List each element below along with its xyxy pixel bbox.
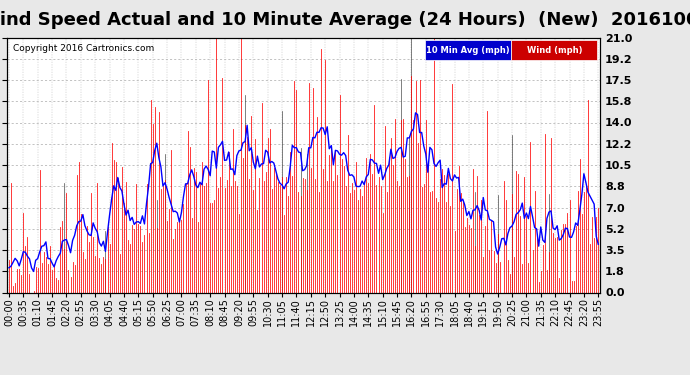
Text: Copyright 2016 Cartronics.com: Copyright 2016 Cartronics.com [13, 44, 154, 53]
FancyBboxPatch shape [511, 40, 598, 60]
FancyBboxPatch shape [425, 40, 511, 60]
Text: Wind Speed Actual and 10 Minute Average (24 Hours)  (New)  20161007: Wind Speed Actual and 10 Minute Average … [0, 11, 690, 29]
Text: Wind (mph): Wind (mph) [526, 46, 582, 55]
Text: 10 Min Avg (mph): 10 Min Avg (mph) [426, 46, 510, 55]
